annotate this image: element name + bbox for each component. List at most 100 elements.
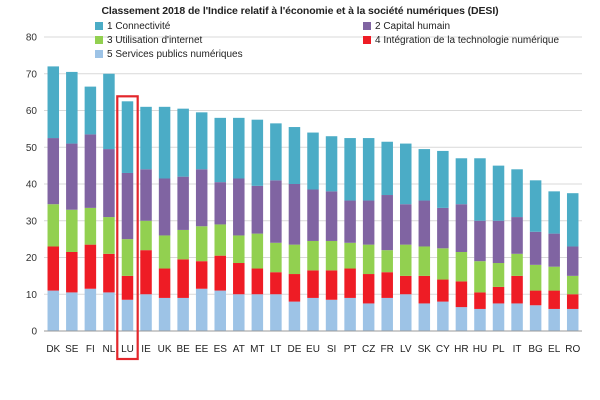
legend-swatch [95,50,103,58]
x-tick-label: EL [548,344,561,355]
legend-label: 2 Capital humain [375,21,450,32]
bar-segment [251,119,264,186]
legend-label: 4 Intégration de la technologie numériqu… [375,35,559,46]
bar-segment [233,263,245,295]
x-tick-label: DK [46,344,60,355]
bar-segment [84,244,97,289]
bar-segment [492,286,505,304]
bar-segment [418,275,431,304]
bar-segment [566,275,579,295]
bar-segment [270,123,282,181]
bar-segment [66,143,78,210]
bar-segment [270,272,282,295]
bar-segment [492,263,505,287]
bar-segment [548,191,560,234]
bar-segment [492,165,505,221]
bar-segment [400,275,412,295]
bar-segment [121,239,134,276]
bar-segment [288,274,301,302]
bar-segment [158,297,171,331]
bar-segment [437,301,449,331]
bar-segment [251,294,264,331]
x-tick-label: MT [250,344,264,355]
bar-segment [270,242,282,273]
bar-segment [400,143,412,205]
x-tick-label: BG [528,344,543,355]
x-tick-label: ES [214,344,228,355]
bar-segment [381,272,393,298]
bar-segment [214,182,226,225]
highlight-box [116,95,139,361]
x-tick-label: IE [141,344,151,355]
bar-segment [307,240,319,271]
bar-segment [529,180,542,232]
bar-segment [474,261,486,293]
bar-segment [158,178,171,236]
bar-segment [492,303,505,331]
bar-segment [344,138,356,201]
bar-segment [288,127,301,184]
x-tick-label: HU [473,344,487,355]
bar-segment [344,268,356,298]
bar-segment [251,268,264,295]
bar-segment [362,244,375,275]
bar-segment [344,200,356,243]
bar-segment [381,297,393,331]
bar-segment [455,307,468,331]
x-tick-label: SK [418,344,432,355]
bar-segment [251,185,264,234]
bar-segment [214,255,226,291]
bar-segment [214,224,226,256]
x-tick-label: FR [381,344,394,355]
bar-segment [121,172,134,240]
legend-swatch [95,36,103,44]
bar-segment [66,292,78,331]
x-tick-label: CY [436,344,450,355]
bar-segment [103,253,115,293]
x-tick-label: SE [65,344,79,355]
bar-segment [381,250,393,273]
bar-segment [511,253,523,276]
bar-segment [418,303,431,331]
bar-segment [195,112,208,170]
bar-segment [548,233,560,267]
bar-segment [474,308,486,331]
legend-swatch [363,22,371,30]
bar-segment [529,305,542,331]
bar-segment [47,246,60,291]
x-tick-label: LT [270,344,281,355]
bar-segment [84,134,97,208]
bar-segment [474,220,486,262]
bar-segment [140,294,152,331]
y-tick-label: 70 [26,69,38,80]
legend-swatch [363,36,371,44]
bar-segment [344,242,356,269]
bar-segment [121,101,134,173]
x-tick-label: UK [158,344,172,355]
x-tick-label: DE [287,344,301,355]
bar-segment [140,106,152,170]
bar-segment [529,264,542,291]
bar-segment [140,250,152,295]
bar-segment [511,303,523,331]
bar-segment [511,217,523,254]
bar-segment [418,246,431,276]
bar-segment [233,178,245,236]
bar-segment [455,158,468,205]
x-tick-label: HR [454,344,468,355]
bar-segment [307,189,319,241]
x-tick-label: NL [103,344,116,355]
bar-segment [251,233,264,269]
bar-segment [158,106,171,179]
y-tick-label: 50 [26,143,38,154]
bar-segment [362,200,375,245]
bar-segment [474,158,486,221]
y-tick-label: 10 [26,290,38,301]
x-tick-label: LV [400,344,412,355]
bar-segment [437,150,449,208]
bar-segment [437,248,449,280]
x-tick-label: BE [176,344,190,355]
bar-segment [288,301,301,331]
bar-segment [177,176,189,230]
chart-title: Classement 2018 de l'Indice relatif à l'… [101,5,499,17]
